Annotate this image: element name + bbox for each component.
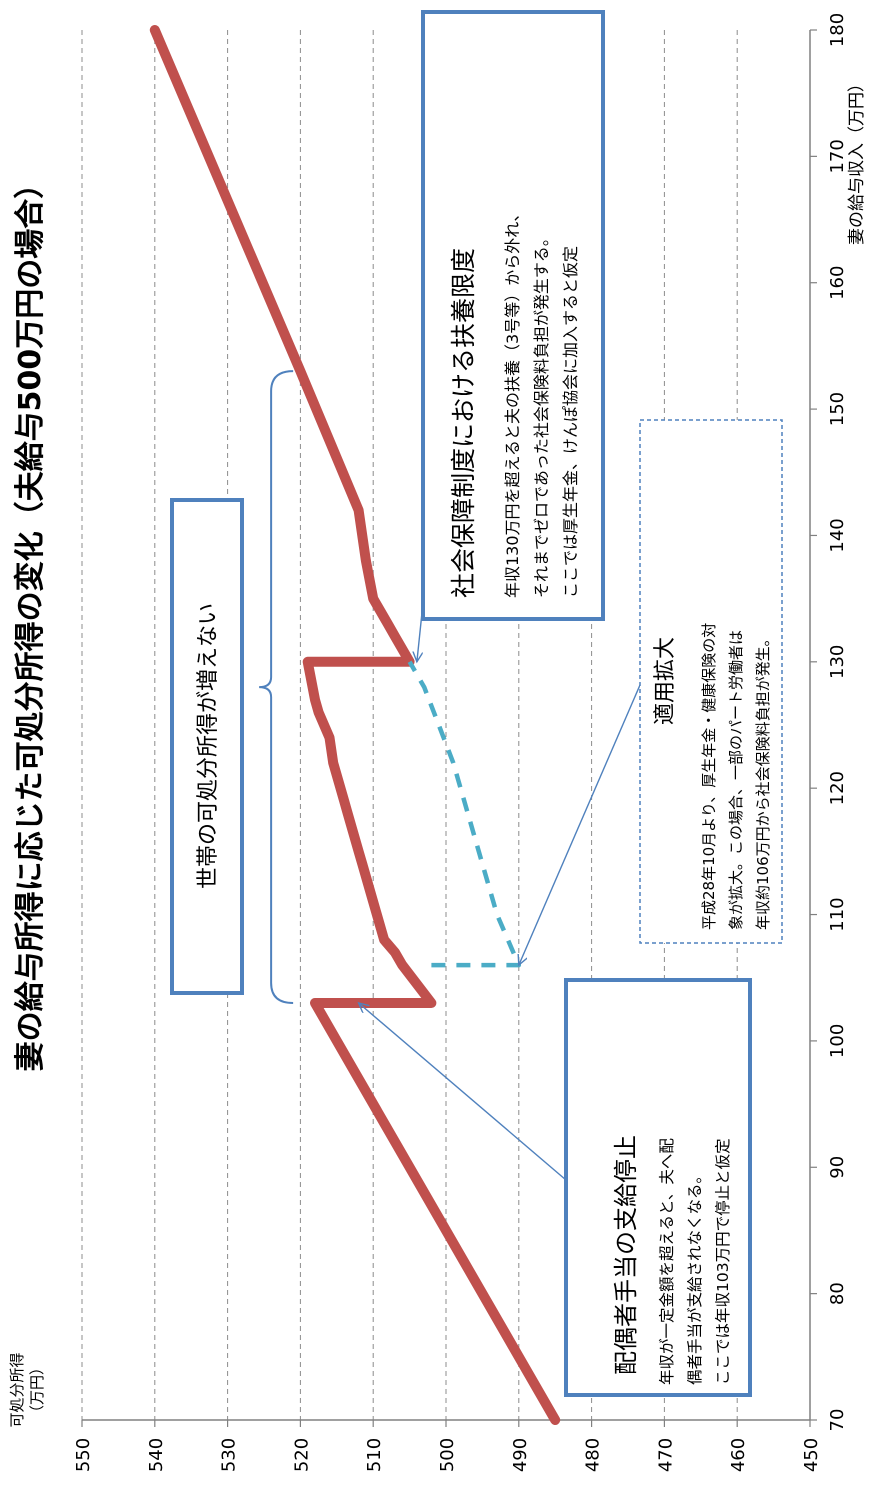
- arrow-tekiyo: [519, 684, 641, 965]
- ticks: 70 80 90 100 110 120 130 140 150 160 170 180 450 460 4…: [73, 13, 848, 1472]
- annotation-tekiyo-box: [639, 419, 783, 944]
- x-tick-label: 90: [827, 1156, 848, 1179]
- y-tick-label: 450: [801, 1438, 822, 1472]
- annotation-tekiyo-line-2: 象が拡大。この場合、一部のパート労働者は: [727, 630, 745, 930]
- y-tick-label: 510: [364, 1438, 385, 1472]
- series-line-main: [149, 25, 561, 1425]
- series-line-dashed: [407, 660, 522, 968]
- x-tick-label: 70: [827, 1409, 848, 1432]
- annotation-shakai-heading: 社会保障制度における扶養限度: [449, 248, 478, 598]
- y-tick-label: 530: [219, 1438, 240, 1472]
- annotation-shakai-box: [421, 10, 605, 621]
- annotation-shakai-line-3: ここでは厚生年金、けんぽ協会に加入すると仮定: [561, 246, 580, 598]
- y-tick-label: 460: [728, 1438, 749, 1472]
- annotation-tekiyo-heading: 適用拡大: [653, 637, 678, 725]
- y-tick-label: 490: [510, 1438, 531, 1472]
- y-axis-label-line-1: 可処分所得: [8, 1352, 26, 1427]
- annotation-shakai-line-1: 年収130万円を超えると夫の扶養（3号等）から外れ、: [503, 206, 522, 598]
- x-tick-label: 170: [827, 139, 848, 173]
- annotation-shakai-line-2: それまでゼロであった社会保険料負担が発生する。: [532, 230, 551, 598]
- y-tick-label: 520: [291, 1438, 312, 1472]
- y-tick-label: 470: [655, 1438, 676, 1472]
- x-tick-label: 120: [827, 771, 848, 805]
- x-tick-label: 160: [827, 266, 848, 300]
- annotation-tekiyo-line-3: 年収約106万円から社会保険料負担が発生。: [754, 631, 772, 930]
- annotation-setai-box: [170, 498, 244, 995]
- arrow-haigusha: [359, 1003, 567, 1181]
- x-axis-label: 妻の給与収入（万円）: [847, 75, 867, 245]
- annotation-haigusha-box: [564, 978, 752, 1397]
- x-tick-label: 150: [827, 392, 848, 426]
- y-tick-label: 550: [73, 1438, 94, 1472]
- y-tick-label: 540: [146, 1438, 167, 1472]
- x-tick-label: 140: [827, 518, 848, 552]
- y-axis-label-line-2: （万円）: [28, 1360, 46, 1420]
- annotation-tekiyo-line-1: 平成28年10月より、厚生年金・健康保険の対: [700, 623, 718, 930]
- x-tick-label: 100: [827, 1024, 848, 1058]
- x-tick-label: 110: [827, 897, 848, 931]
- annotation-haigusha-heading: 配偶者手当の支給停止: [612, 1135, 640, 1375]
- annotation-haigusha-line-1: 年収が一定金額を超えると、夫へ配: [658, 1138, 676, 1385]
- chart-title: 妻の給与所得に応じた可処分所得の変化（夫給与500万円の場合）: [13, 169, 48, 1072]
- annotation-haigusha-line-3: ここでは年収103万円で停止と仮定: [714, 1138, 732, 1385]
- y-tick-label: 500: [437, 1438, 458, 1472]
- x-tick-label: 180: [827, 13, 848, 47]
- x-tick-label: 130: [827, 645, 848, 679]
- annotation-setai-heading: 世帯の可処分所得が増えない: [196, 603, 221, 889]
- y-tick-label: 480: [583, 1438, 604, 1472]
- x-tick-label: 80: [827, 1282, 848, 1305]
- annotation-haigusha-line-2: 偶者手当が支給されなくなる。: [686, 1168, 704, 1385]
- brace: [259, 370, 294, 1004]
